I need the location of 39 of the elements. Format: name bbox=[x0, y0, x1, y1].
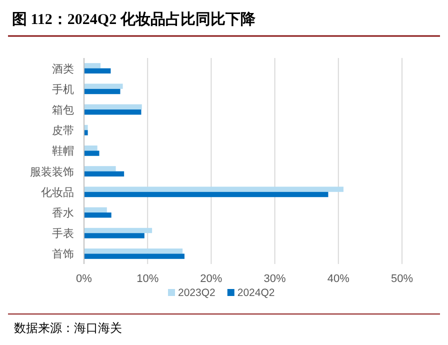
bar bbox=[84, 248, 183, 254]
y-tick-label: 手表 bbox=[52, 227, 74, 240]
bar bbox=[84, 207, 107, 212]
bar bbox=[84, 130, 88, 136]
y-tick-label: 香水 bbox=[52, 206, 74, 220]
y-tick-label: 酒类 bbox=[52, 62, 74, 76]
x-tick-label: 10% bbox=[136, 273, 159, 285]
bar bbox=[84, 192, 328, 198]
x-tick-label: 0% bbox=[76, 273, 92, 285]
bar bbox=[84, 233, 144, 238]
legend-label: 2023Q2 bbox=[178, 287, 216, 299]
bar bbox=[84, 110, 142, 115]
source-note: 数据来源：海口海关 bbox=[14, 321, 122, 335]
bar bbox=[84, 186, 344, 192]
bar bbox=[84, 212, 112, 218]
bar bbox=[84, 150, 100, 156]
y-tick-label: 箱包 bbox=[52, 104, 74, 116]
x-tick-label: 20% bbox=[200, 273, 222, 285]
bar bbox=[84, 68, 111, 74]
bar bbox=[84, 228, 152, 234]
y-tick-label: 首饰 bbox=[52, 248, 74, 261]
bar bbox=[84, 146, 98, 151]
y-tick-label: 鞋帽 bbox=[52, 144, 74, 158]
y-tick-label: 服装装饰 bbox=[30, 165, 74, 178]
bar bbox=[84, 84, 123, 89]
legend-label: 2024Q2 bbox=[237, 287, 275, 299]
x-tick-label: 50% bbox=[390, 273, 414, 285]
bar bbox=[84, 166, 116, 172]
bar bbox=[84, 104, 142, 110]
x-tick-label: 30% bbox=[264, 273, 286, 285]
y-tick-label: 化妆品 bbox=[41, 186, 74, 199]
x-tick-label: 40% bbox=[327, 273, 350, 285]
bar bbox=[84, 63, 101, 68]
chart-title: 图 112：2024Q2 化妆品占比同比下降 bbox=[12, 11, 256, 28]
y-tick-label: 皮带 bbox=[52, 124, 74, 138]
bar bbox=[84, 171, 124, 176]
bar bbox=[84, 88, 120, 94]
y-tick-label: 手机 bbox=[52, 82, 74, 96]
bar bbox=[84, 254, 184, 259]
